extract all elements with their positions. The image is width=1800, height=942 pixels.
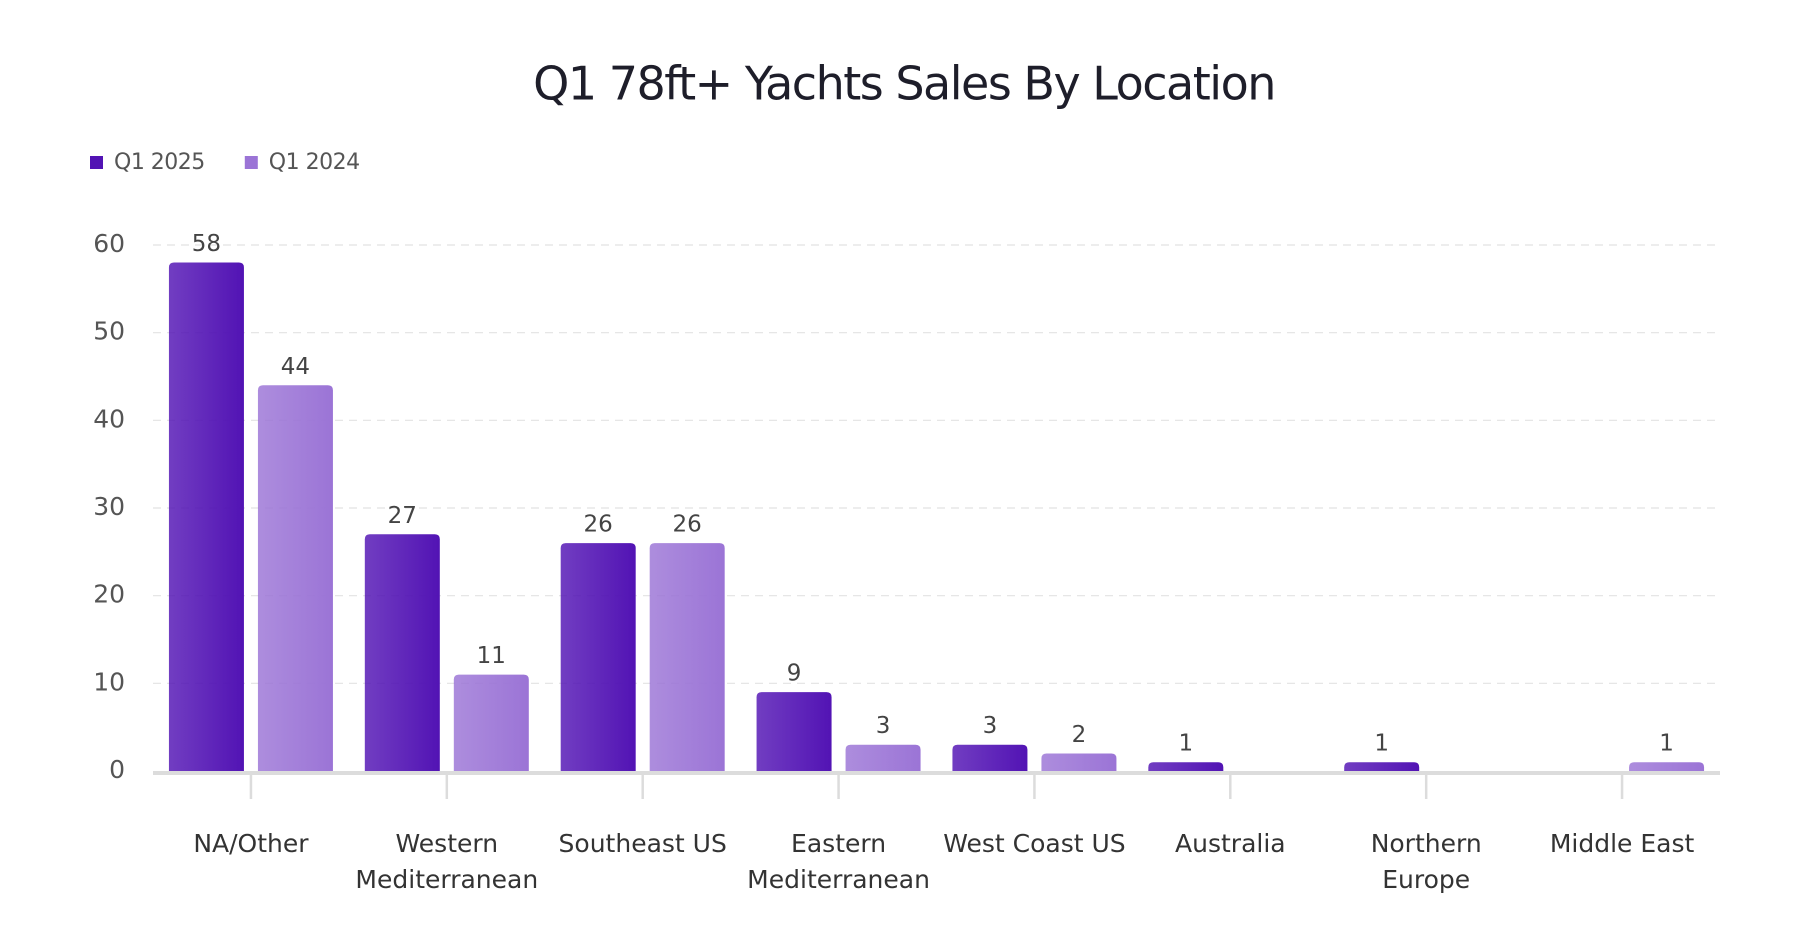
bar [756,692,832,771]
legend-swatch [244,156,258,169]
value-label: 1 [1178,731,1193,757]
value-label: 9 [787,661,802,687]
value-label: 1 [1374,731,1389,757]
bar [649,543,725,771]
bar [1344,762,1420,771]
bar [168,262,244,771]
value-label: 11 [477,643,506,669]
chart-title: Q1 78ft+ Yachts Sales By Location [533,57,1275,111]
value-label: 3 [983,713,998,739]
x-tick-label: Middle East [1549,829,1695,858]
bar [1041,753,1117,771]
x-tick-label: Northern Europe [1370,829,1482,894]
y-tick-label: 10 [93,667,125,696]
y-tick-label: 50 [93,317,125,346]
value-label: 26 [673,512,702,538]
x-tick-label: Southeast US [558,829,727,858]
y-tick-label: 60 [93,229,125,258]
legend-swatch [90,156,103,169]
y-tick-label: 40 [93,404,125,433]
value-label: 44 [281,354,310,380]
y-tick-label: 0 [109,755,125,784]
value-label: 58 [192,231,221,257]
x-tick-label: Eastern Mediterranean [747,829,930,894]
x-tick-label: Australia [1175,829,1286,858]
bar [560,543,636,771]
value-label: 2 [1072,722,1087,748]
bar [845,744,921,771]
value-label: 1 [1659,731,1674,757]
value-label: 26 [584,512,613,538]
bar [1148,762,1224,771]
legend-label: Q1 2025 [114,150,205,175]
bar [952,744,1028,771]
x-tick-label: NA/Other [193,829,309,858]
x-tick-label: Western Mediterranean [355,829,539,894]
value-label: 27 [388,503,417,529]
y-tick-label: 20 [93,580,125,609]
x-tick-label: West Coast US [943,829,1126,858]
value-label: 3 [876,713,891,739]
y-tick-label: 30 [93,492,125,521]
legend-label: Q1 2024 [269,150,360,175]
bar [1629,762,1705,771]
bar [364,534,440,771]
bar [257,385,333,771]
bar [453,674,529,771]
